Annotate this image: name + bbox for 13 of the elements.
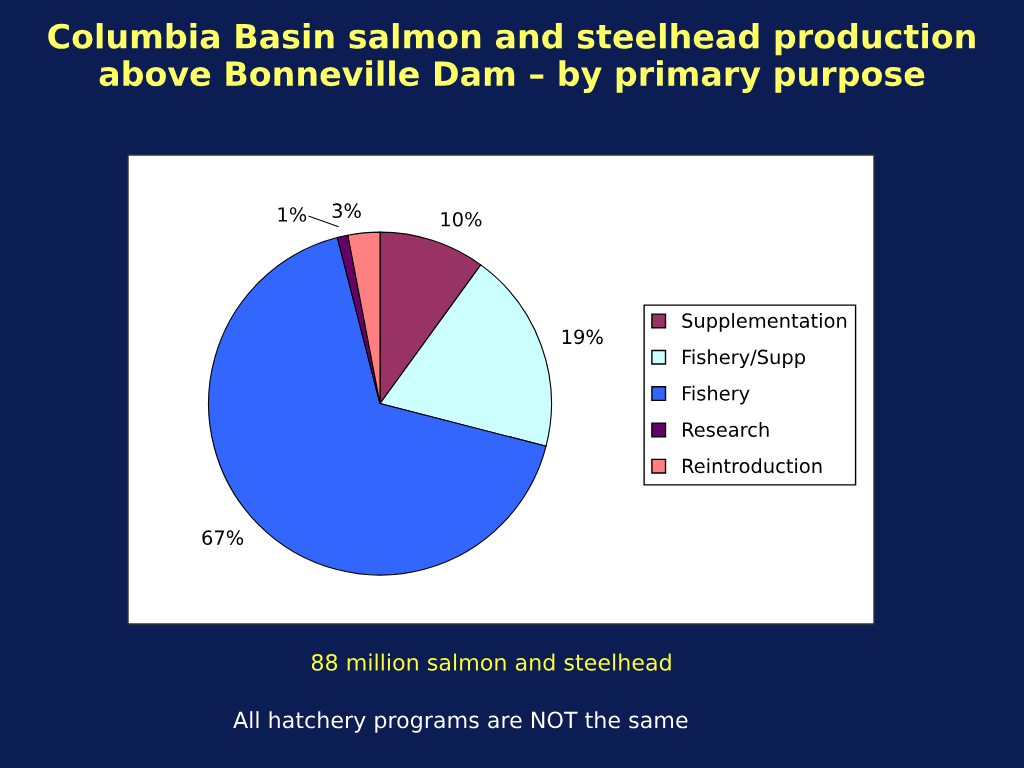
legend-label: Reintroduction xyxy=(682,458,822,474)
legend-label: Supplementation xyxy=(682,312,847,332)
legend-label: Fishery/Supp xyxy=(682,349,805,369)
text: All hatchery programs are NOT the same xyxy=(233,711,688,733)
data-label: 67% xyxy=(202,530,244,545)
data-label: 1% xyxy=(278,207,307,222)
chart-title: Columbia Basin salmon and steelhead production above Bonneville Dam – by primary purpose xyxy=(48,23,975,93)
legend-label: Fishery xyxy=(682,385,750,405)
data-label: 10% xyxy=(441,211,482,227)
data-label: 19% xyxy=(562,329,603,345)
data-label: 3% xyxy=(332,203,361,219)
text: 88 million salmon and steelhead xyxy=(311,653,671,671)
legend-label: Research xyxy=(682,421,769,437)
